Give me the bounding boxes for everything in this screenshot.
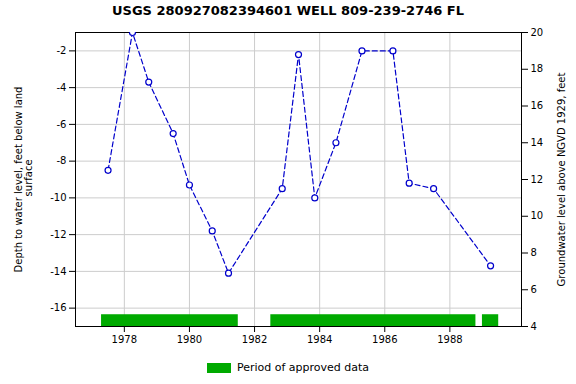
svg-text:-12: -12 — [50, 229, 66, 240]
svg-text:Groundwater level above NGVD 1: Groundwater level above NGVD 1929, feet — [556, 73, 567, 287]
svg-text:1986: 1986 — [372, 334, 397, 345]
svg-text:1984: 1984 — [307, 334, 332, 345]
svg-text:1978: 1978 — [112, 334, 137, 345]
svg-text:4: 4 — [531, 321, 537, 332]
svg-text:-2: -2 — [57, 45, 67, 56]
svg-text:10: 10 — [531, 210, 544, 221]
svg-text:1980: 1980 — [177, 334, 202, 345]
svg-text:-14: -14 — [50, 266, 66, 277]
svg-text:-6: -6 — [57, 119, 67, 130]
svg-text:1982: 1982 — [242, 334, 267, 345]
svg-text:-16: -16 — [50, 302, 66, 313]
html-text:USGS 280927082394601 WELL 809-: USGS 280927082394601 WELL 809-239-2746 F… — [112, 3, 464, 18]
svg-text:8: 8 — [531, 247, 537, 258]
svg-text:20: 20 — [531, 27, 544, 38]
html-text:Period of approved data: Period of approved data — [236, 361, 370, 374]
svg-text:Depth to water level, feet bel: Depth to water level, feet below land su… — [13, 87, 34, 273]
svg-text:-10: -10 — [50, 192, 66, 203]
svg-text:16: 16 — [531, 100, 544, 111]
svg-text:1988: 1988 — [437, 334, 462, 345]
svg-text:-4: -4 — [57, 82, 67, 93]
svg-text:18: 18 — [531, 63, 544, 74]
svg-text:-8: -8 — [57, 155, 67, 166]
svg-text:12: 12 — [531, 174, 544, 185]
svg-text:14: 14 — [531, 137, 544, 148]
svg-text:6: 6 — [531, 284, 537, 295]
